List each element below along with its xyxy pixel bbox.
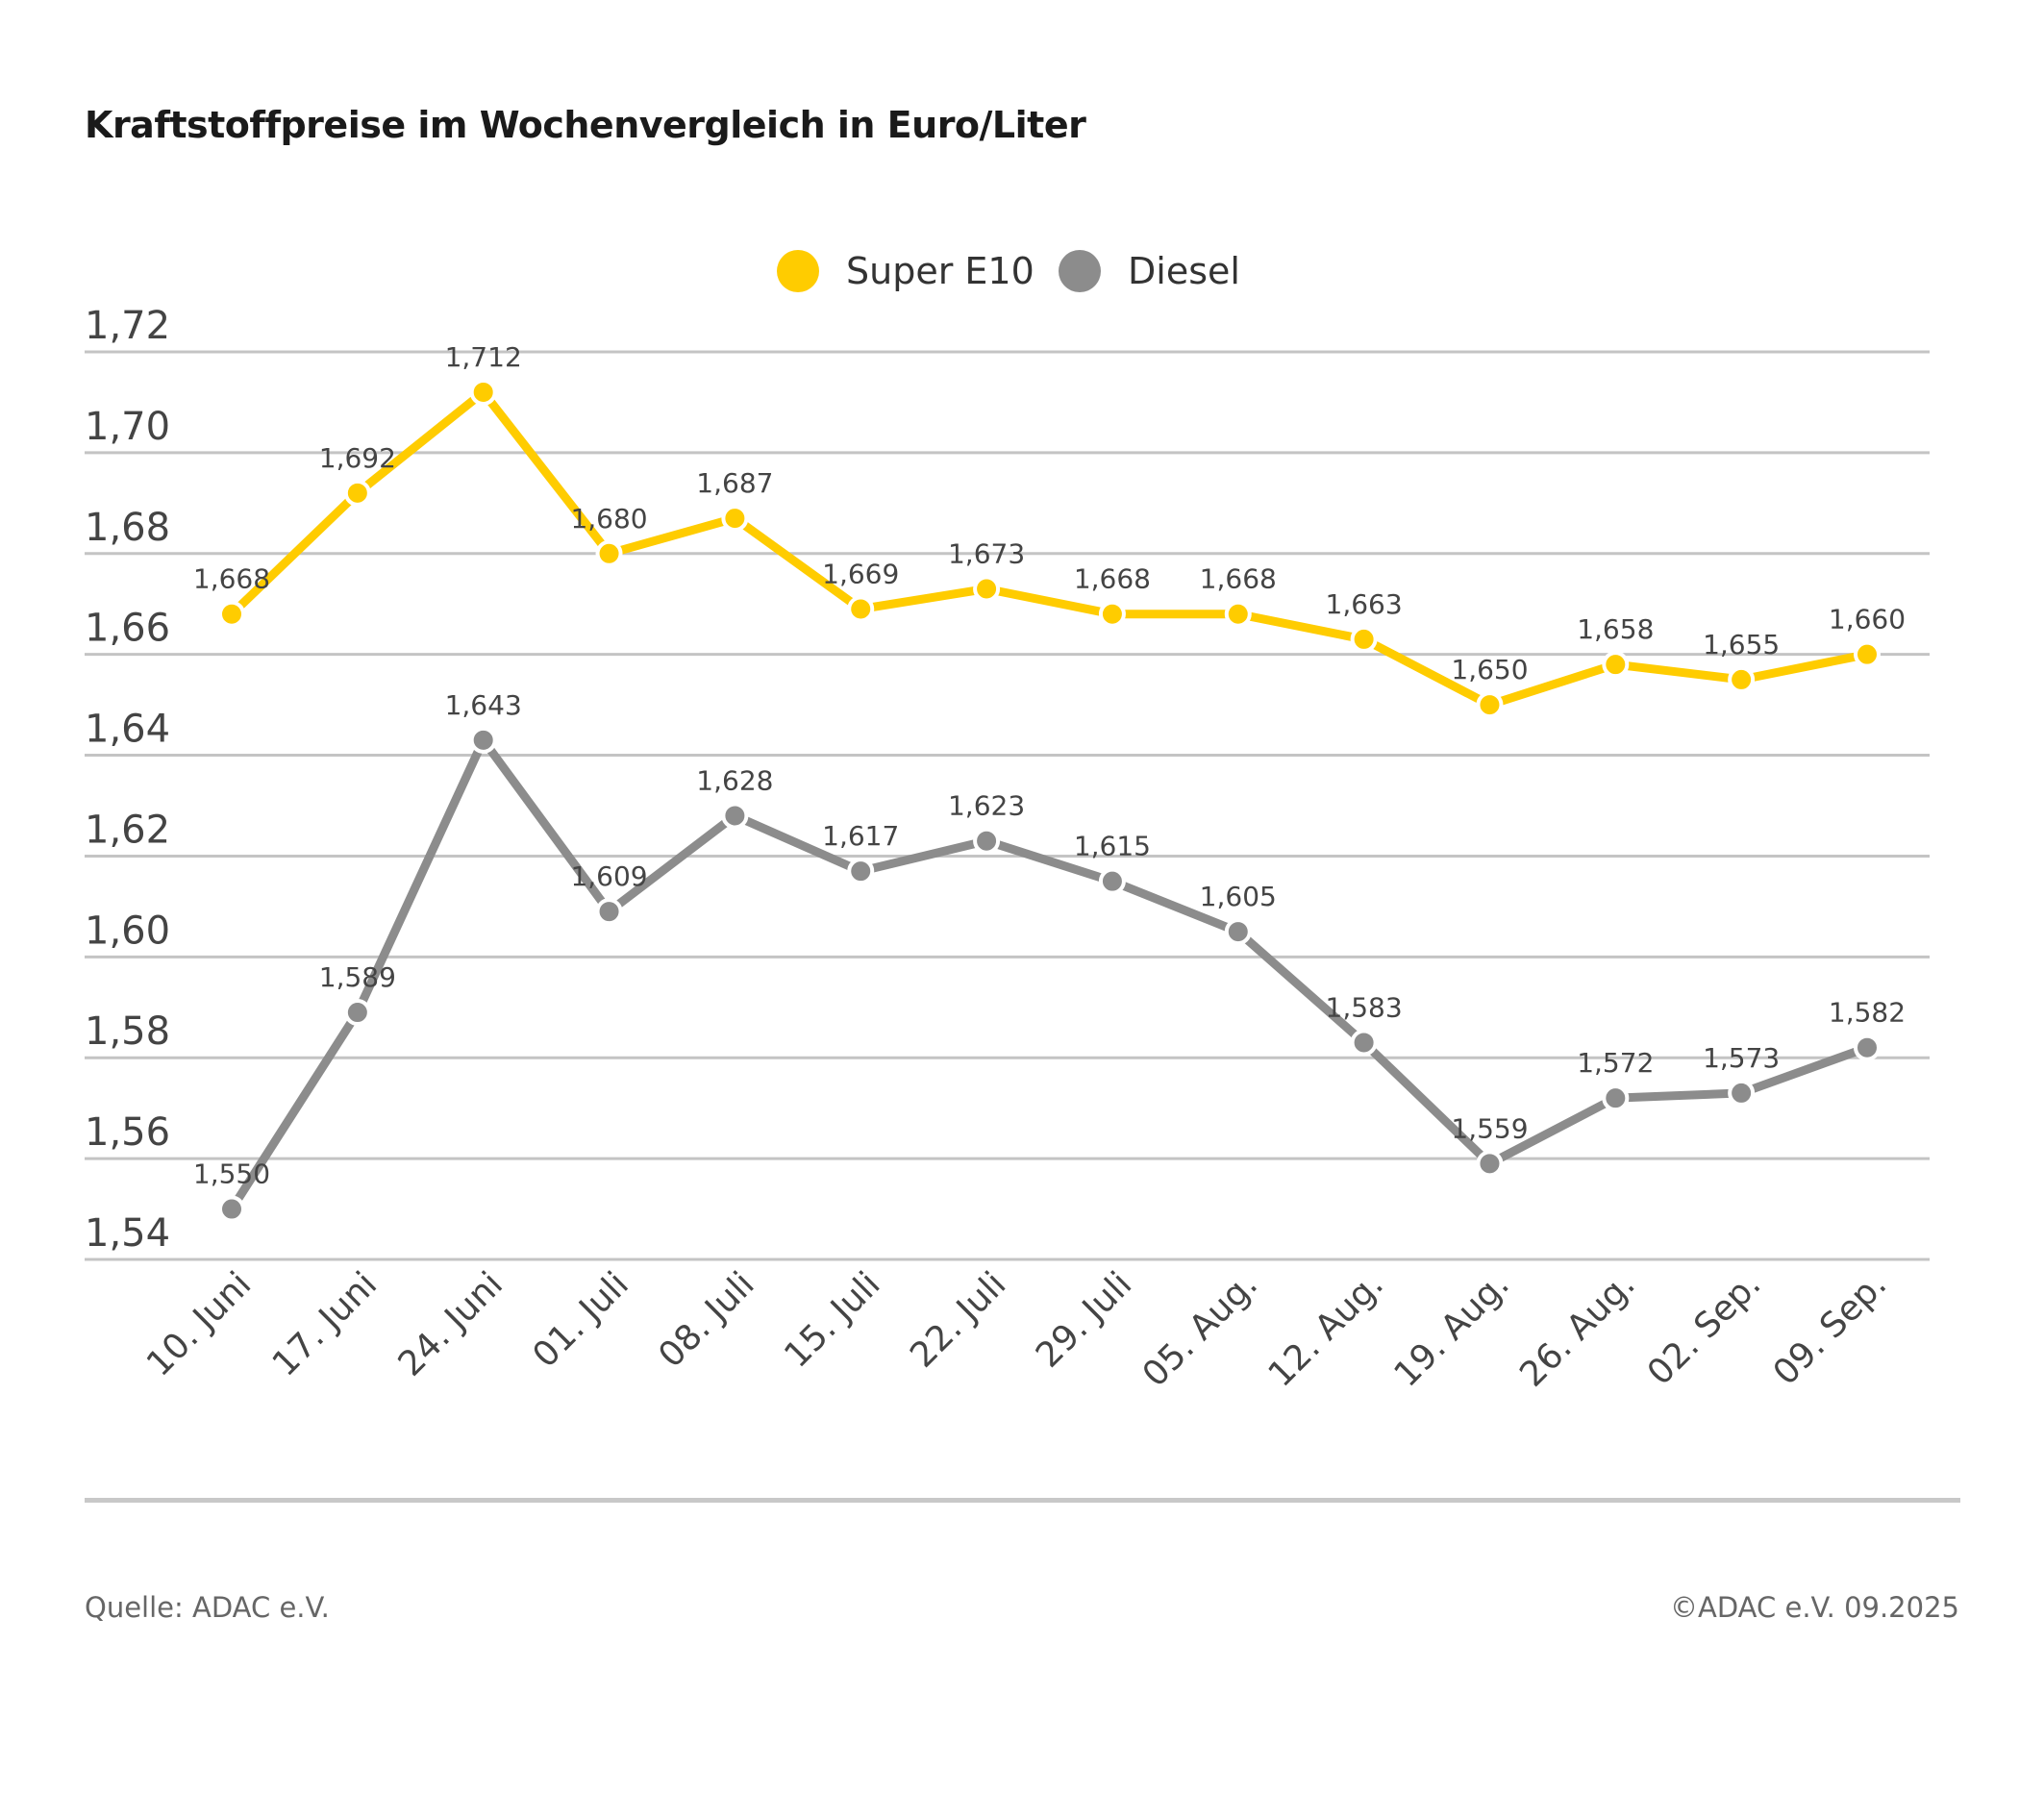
data-point bbox=[1728, 665, 1756, 693]
data-label: 1,655 bbox=[1703, 629, 1780, 660]
data-label: 1,589 bbox=[319, 961, 396, 993]
data-point bbox=[1098, 600, 1126, 628]
data-point bbox=[847, 595, 875, 623]
data-label: 1,673 bbox=[948, 537, 1025, 569]
data-label: 1,623 bbox=[948, 790, 1025, 822]
data-label: 1,559 bbox=[1451, 1112, 1528, 1144]
legend-label: Super E10 bbox=[846, 250, 1034, 292]
data-point bbox=[469, 726, 497, 754]
data-point bbox=[1350, 1029, 1378, 1057]
data-point bbox=[1224, 600, 1252, 628]
data-label: 1,605 bbox=[1200, 881, 1277, 912]
data-point bbox=[595, 898, 623, 926]
y-tick-label: 1,72 bbox=[85, 304, 170, 348]
y-tick-label: 1,62 bbox=[85, 808, 170, 852]
legend-marker bbox=[777, 250, 819, 292]
x-tick-label: 19. Aug. bbox=[1386, 1264, 1516, 1394]
data-point bbox=[1602, 651, 1630, 679]
data-label: 1,668 bbox=[1074, 563, 1151, 595]
y-tick-label: 1,64 bbox=[85, 708, 170, 752]
data-label: 1,692 bbox=[319, 442, 396, 474]
data-label: 1,628 bbox=[696, 764, 773, 796]
x-tick-label: 22. Juli bbox=[903, 1264, 1013, 1375]
data-point bbox=[973, 575, 1001, 603]
data-point bbox=[1476, 691, 1504, 719]
data-point bbox=[1854, 640, 1881, 668]
data-point bbox=[595, 539, 623, 567]
data-point bbox=[343, 999, 371, 1027]
y-tick-label: 1,58 bbox=[85, 1009, 170, 1054]
data-label: 1,643 bbox=[445, 689, 522, 721]
x-tick-label: 02. Sep. bbox=[1640, 1264, 1769, 1393]
x-tick-label: 08. Juli bbox=[651, 1264, 761, 1375]
data-label: 1,658 bbox=[1577, 613, 1654, 645]
data-point bbox=[721, 802, 749, 830]
x-tick-label: 15. Juli bbox=[777, 1264, 887, 1375]
source-note: Quelle: ADAC e.V. bbox=[85, 1591, 330, 1624]
data-label: 1,573 bbox=[1703, 1042, 1780, 1074]
data-point bbox=[1854, 1033, 1881, 1061]
y-tick-label: 1,66 bbox=[85, 607, 170, 651]
y-tick-label: 1,56 bbox=[85, 1110, 170, 1155]
data-point bbox=[973, 827, 1001, 855]
legend-marker bbox=[1059, 250, 1101, 292]
series-line bbox=[228, 735, 1869, 1211]
data-label: 1,660 bbox=[1829, 604, 1906, 635]
copyright-note: ©ADAC e.V. 09.2025 bbox=[1670, 1591, 1959, 1624]
divider bbox=[85, 1498, 1960, 1503]
data-point bbox=[1728, 1079, 1756, 1107]
data-point bbox=[218, 1195, 245, 1223]
x-tick-label: 26. Aug. bbox=[1512, 1264, 1642, 1394]
data-label: 1,712 bbox=[445, 341, 522, 373]
x-tick-label: 01. Juli bbox=[526, 1264, 636, 1375]
data-point bbox=[343, 479, 371, 507]
y-tick-label: 1,54 bbox=[85, 1211, 170, 1256]
data-point bbox=[1224, 918, 1252, 946]
x-tick-label: 24. Juni bbox=[391, 1264, 511, 1383]
x-tick-label: 10. Juni bbox=[139, 1264, 259, 1383]
data-point bbox=[1098, 867, 1126, 895]
data-label: 1,663 bbox=[1326, 588, 1403, 620]
x-tick-label: 17. Juni bbox=[265, 1264, 385, 1383]
data-point bbox=[721, 505, 749, 533]
data-label: 1,687 bbox=[696, 467, 773, 499]
data-label: 1,609 bbox=[570, 860, 647, 892]
x-tick-label: 12. Aug. bbox=[1261, 1264, 1391, 1394]
data-label: 1,669 bbox=[822, 558, 899, 589]
line-chart: 1,54 1,56 1,58 1,60 1,62 1,64 1,66 1,68 1,70 1,72… bbox=[85, 250, 1930, 1395]
data-label: 1,583 bbox=[1326, 991, 1403, 1023]
data-label: 1,615 bbox=[1074, 831, 1151, 862]
series-line bbox=[228, 387, 1868, 710]
data-label: 1,668 bbox=[1200, 563, 1277, 595]
y-tick-label: 1,70 bbox=[85, 405, 170, 449]
data-point bbox=[847, 858, 875, 885]
y-tick-label: 1,68 bbox=[85, 506, 170, 550]
data-label: 1,668 bbox=[193, 563, 270, 595]
data-point bbox=[1350, 625, 1378, 653]
data-point bbox=[469, 378, 497, 406]
data-point bbox=[1476, 1150, 1504, 1178]
data-label: 1,550 bbox=[193, 1158, 270, 1190]
data-label: 1,650 bbox=[1451, 654, 1528, 685]
x-tick-label: 05. Aug. bbox=[1135, 1264, 1265, 1394]
x-tick-label: 09. Sep. bbox=[1766, 1264, 1895, 1393]
chart-title: Kraftstoffpreise im Wochenvergleich in E… bbox=[85, 104, 1086, 146]
data-label: 1,582 bbox=[1829, 997, 1906, 1029]
data-label: 1,572 bbox=[1577, 1047, 1654, 1079]
data-label: 1,617 bbox=[822, 820, 899, 852]
y-tick-label: 1,60 bbox=[85, 909, 170, 953]
data-label: 1,680 bbox=[570, 503, 647, 535]
x-tick-label: 29. Juli bbox=[1029, 1264, 1139, 1375]
legend-label: Diesel bbox=[1128, 250, 1240, 292]
data-point bbox=[218, 600, 245, 628]
data-point bbox=[1602, 1084, 1630, 1112]
